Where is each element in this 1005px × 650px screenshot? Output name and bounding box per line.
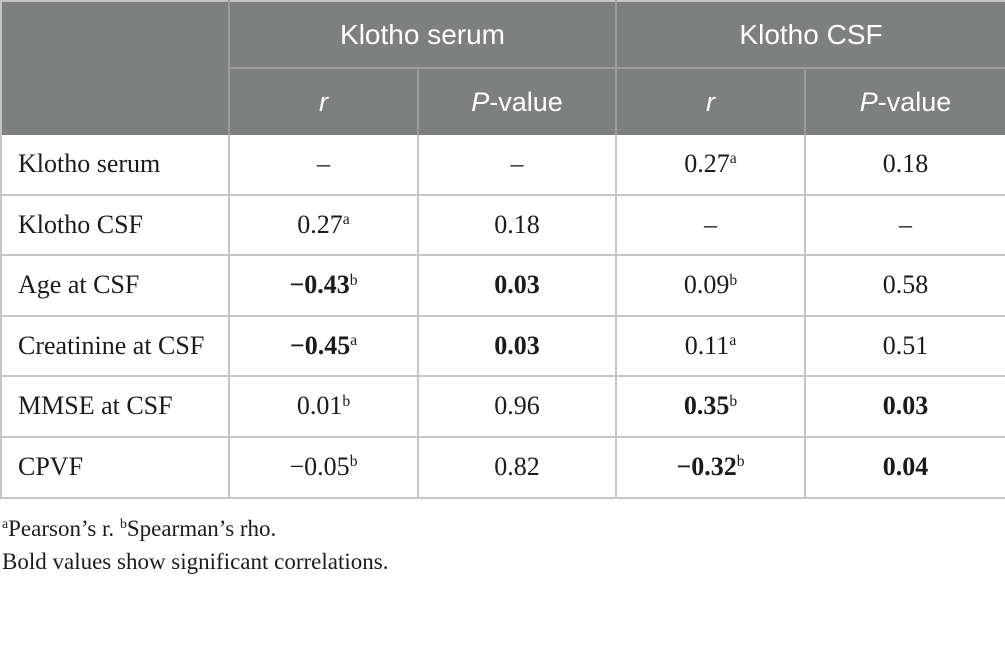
data-cell: 0.11a: [615, 314, 806, 378]
cell-value: –: [704, 209, 717, 239]
cell-value: 0.18: [882, 149, 929, 178]
data-cell: 0.96: [417, 375, 617, 438]
data-cell: −0.43b: [228, 254, 419, 317]
cell-value: 0.51: [882, 330, 929, 360]
data-cell: 0.03: [417, 254, 617, 317]
superscript-marker: b: [342, 392, 351, 410]
data-cell: 0.82: [417, 435, 617, 499]
row-label: CPVF: [0, 435, 230, 499]
row-label: Klotho CSF: [0, 193, 230, 257]
cell-value: −0.45: [289, 330, 351, 360]
data-cell: –: [228, 135, 419, 196]
data-cell: −0.45a: [228, 314, 419, 378]
superscript-marker: b: [349, 453, 358, 471]
data-cell: 0.51: [803, 314, 1005, 378]
group-header-klotho-csf: Klotho CSF: [614, 1, 1005, 68]
table-row: Klotho CSF 0.27a 0.18– –: [0, 193, 1005, 257]
data-cell: −0.05b: [228, 435, 419, 499]
cell-value: −0.05: [289, 451, 350, 481]
data-cell: 0.03: [803, 375, 1005, 438]
data-cell: 0.03: [417, 314, 617, 378]
subheader-csf-r: r: [615, 67, 805, 135]
data-cell: –: [803, 193, 1005, 257]
cell-value: –: [899, 209, 912, 239]
table-row: Klotho serum – – 0.27a 0.18: [0, 135, 1005, 196]
cell-value: 0.01: [296, 391, 343, 421]
group-header-row: Klotho serum Klotho CSF: [1, 1, 1005, 135]
cell-value: 0.11: [684, 330, 730, 360]
superscript-marker: b: [119, 515, 127, 531]
footnote-methods: aPearson’s r. bSpearman’s rho.: [2, 512, 1005, 546]
r-label: r: [706, 86, 715, 117]
data-cell: –: [417, 135, 617, 196]
cell-value: 0.27: [297, 209, 343, 239]
cell-value: 0.96: [494, 391, 540, 421]
subheader-row: r P-value r P-value: [1, 67, 1005, 135]
data-cell: 0.27a: [615, 135, 806, 196]
superscript-marker: b: [349, 271, 358, 289]
row-label: Creatinine at CSF: [0, 314, 230, 378]
cell-value: –: [510, 149, 524, 178]
data-cell: −0.32b: [615, 435, 806, 499]
data-cell: 0.01b: [228, 375, 419, 438]
table-row: Creatinine at CSF −0.45a 0.03 0.11a 0.51: [0, 314, 1005, 378]
cell-value: 0.27: [684, 149, 730, 178]
cell-value: 0.09: [683, 270, 730, 300]
cell-value: 0.04: [882, 451, 929, 481]
data-cell: 0.04: [803, 435, 1005, 499]
cell-value: 0.82: [494, 451, 540, 481]
superscript-marker: a: [2, 515, 9, 531]
superscript-marker: a: [342, 211, 350, 229]
data-cell: 0.58: [803, 254, 1005, 317]
p-label-italic: P: [471, 86, 490, 117]
subheader-csf-pvalue: P-value: [803, 67, 1005, 135]
group-header-klotho-serum: Klotho serum: [228, 1, 616, 68]
cell-value: –: [317, 149, 330, 178]
row-label: MMSE at CSF: [0, 375, 230, 438]
superscript-marker: a: [350, 332, 358, 350]
corner-cell: [1, 1, 230, 135]
cell-value: 0.03: [882, 391, 929, 421]
table-row: CPVF −0.05b 0.82 −0.32b 0.04: [0, 435, 1005, 499]
p-label-rest: -value: [877, 86, 952, 117]
subheader-serum-r: r: [228, 67, 418, 135]
subheader-serum-pvalue: P-value: [417, 67, 616, 135]
data-cell: –: [615, 193, 806, 257]
superscript-marker: a: [729, 332, 737, 350]
r-label: r: [319, 86, 328, 117]
cell-value: −0.32: [676, 451, 737, 481]
footnote-text: Spearman’s rho.: [126, 515, 277, 541]
data-cell: 0.09b: [615, 254, 806, 317]
data-cell: 0.27a: [228, 193, 419, 257]
data-cell: 0.18: [803, 135, 1005, 196]
cell-value: 0.18: [494, 209, 540, 239]
data-cell: 0.35b: [615, 375, 806, 438]
footnote-bold: Bold values show significant correlation…: [2, 549, 389, 575]
correlation-table: Klotho serum Klotho CSF r P-value r P-va…: [0, 0, 1005, 499]
footnote-text: Pearson’s r.: [8, 515, 120, 541]
table-body: Klotho serum – –0.27a 0.18 Klotho CSF 0.27a 0.…: [0, 135, 1005, 499]
cell-value: −0.43: [289, 270, 350, 300]
p-label-italic: P: [859, 86, 878, 117]
p-label-rest: -value: [489, 86, 563, 117]
superscript-marker: b: [729, 392, 738, 410]
table-row: Age at CSF −0.43b 0.03 0.09b 0.58: [0, 254, 1005, 317]
row-label: Klotho serum: [0, 135, 230, 196]
superscript-marker: b: [729, 271, 738, 289]
footnotes: aPearson’s r. bSpearman’s rho. Bold valu…: [0, 512, 1005, 579]
table-row: MMSE at CSF 0.01b 0.96 0.35b 0.03: [0, 375, 1005, 438]
cell-value: 0.35: [683, 391, 730, 421]
superscript-marker: b: [736, 453, 745, 471]
cell-value: 0.03: [494, 270, 540, 300]
superscript-marker: a: [729, 150, 737, 168]
cell-value: 0.58: [882, 270, 929, 300]
cell-value: 0.03: [494, 330, 540, 360]
data-cell: 0.18: [417, 193, 617, 257]
row-label: Age at CSF: [0, 254, 230, 317]
table-header: Klotho serum Klotho CSF r P-value r P-va…: [1, 1, 1005, 135]
